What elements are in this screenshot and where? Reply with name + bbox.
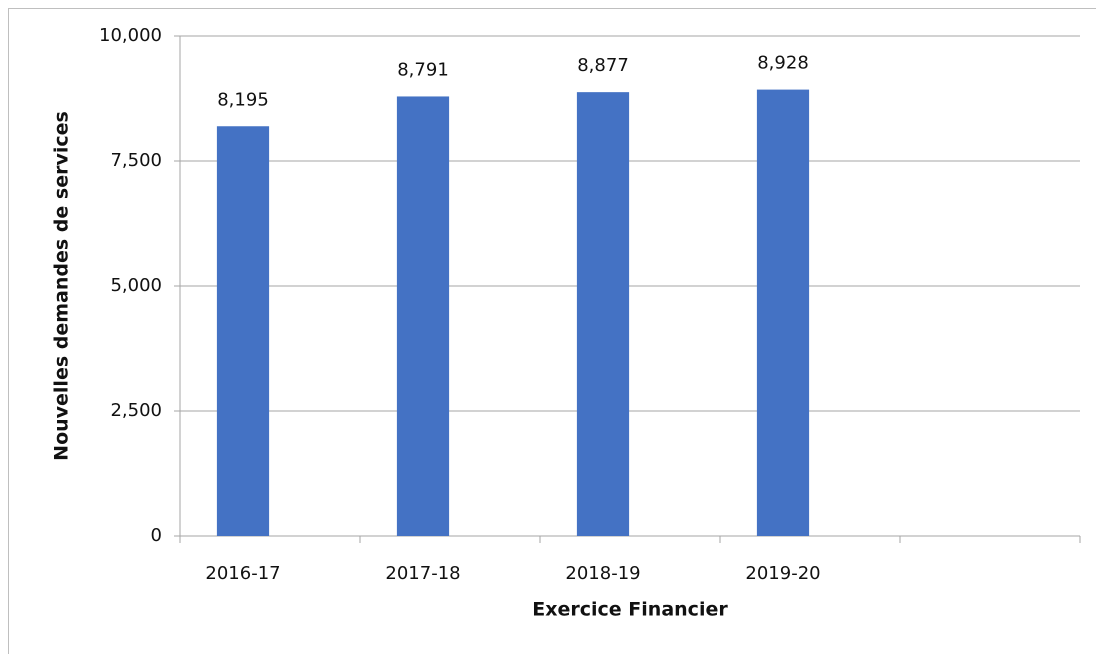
x-tick-label: 2016-17 (205, 563, 280, 584)
y-tick-label: 0 (151, 525, 162, 546)
data-label: 8,791 (397, 59, 449, 80)
y-axis-label: Nouvelles demandes de services (51, 111, 73, 461)
y-tick-label: 2,500 (110, 400, 162, 421)
bar (216, 126, 270, 536)
y-tick-label: 10,000 (99, 25, 162, 46)
data-label: 8,195 (217, 89, 269, 110)
x-axis-label: Exercice Financier (532, 599, 728, 621)
y-tick-label: 5,000 (110, 275, 162, 296)
data-label: 8,928 (757, 53, 809, 74)
data-label: 8,877 (577, 55, 629, 76)
bar (396, 96, 450, 536)
x-tick-label: 2019-20 (745, 563, 820, 584)
x-tick-label: 2018-19 (565, 563, 640, 584)
bar (756, 89, 810, 536)
bar (576, 92, 630, 537)
x-tick-label: 2017-18 (385, 563, 460, 584)
y-tick-label: 7,500 (110, 150, 162, 171)
chart-frame (8, 8, 1096, 654)
